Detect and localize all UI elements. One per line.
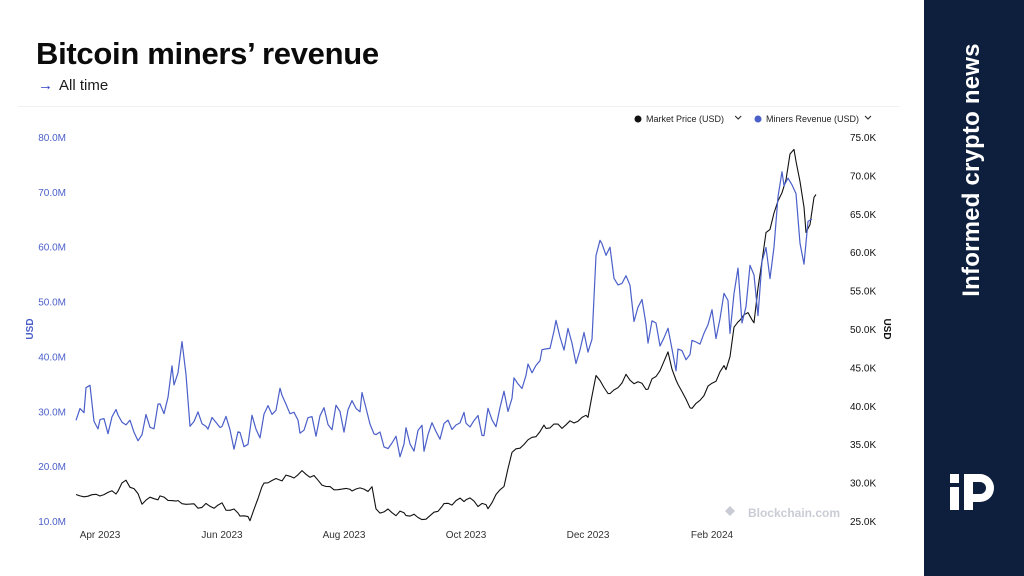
legend-market-price-marker — [634, 115, 642, 123]
side-tagline: Informed crypto news — [958, 43, 985, 297]
y-right-tick-label: 55.0K — [850, 287, 876, 298]
y-left-axis-title: USD — [25, 318, 36, 339]
watermark: Blockchain.com — [748, 506, 840, 520]
y-left-tick-label: 60.0M — [38, 243, 66, 254]
line-chart: 10.0M 20.0M 30.0M 40.0M 50.0M 60.0M 70.0M 80.0M… — [25, 114, 892, 541]
y-right-tick-label: 30.0K — [850, 479, 876, 490]
chevron-down-icon[interactable] — [734, 115, 742, 120]
y-left-tick-label: 40.0M — [38, 352, 66, 363]
y-right-tick-label: 25.0K — [850, 517, 876, 528]
x-tick-label: Dec 2023 — [567, 530, 610, 541]
y-right-tick-label: 70.0K — [850, 171, 876, 182]
y-left-tick-label: 20.0M — [38, 462, 66, 473]
y-left-tick-label: 30.0M — [38, 407, 66, 418]
x-tick-label: Feb 2024 — [691, 530, 734, 541]
legend-miners-revenue-label[interactable]: Miners Revenue (USD) — [766, 114, 859, 124]
y-right-axis-title: USD — [881, 318, 892, 339]
x-tick-label: Jun 2023 — [201, 530, 243, 541]
page-title: Bitcoin miners’ revenue — [36, 36, 379, 71]
time-range-label: All time — [59, 77, 109, 94]
y-right-tick-label: 35.0K — [850, 440, 876, 451]
blockchain-logo-icon — [725, 506, 735, 516]
x-tick-label: Aug 2023 — [323, 530, 366, 541]
y-left-tick-label: 70.0M — [38, 188, 66, 199]
y-right-tick-label: 45.0K — [850, 363, 876, 374]
publisher-logo-icon — [950, 474, 994, 510]
y-right-tick-label: 60.0K — [850, 248, 876, 259]
y-left-tick-label: 80.0M — [38, 133, 66, 144]
y-right-tick-label: 40.0K — [850, 402, 876, 413]
time-range-link[interactable]: → All time — [38, 77, 108, 94]
x-tick-label: Apr 2023 — [80, 530, 121, 541]
y-left-tick-label: 50.0M — [38, 298, 66, 309]
y-right-tick-label: 50.0K — [850, 325, 876, 336]
arrow-right-icon: → — [38, 77, 53, 94]
miners-revenue-line — [75, 171, 813, 458]
y-left-tick-label: 10.0M — [38, 517, 66, 528]
y-right-tick-label: 65.0K — [850, 210, 876, 221]
x-tick-label: Oct 2023 — [446, 530, 487, 541]
y-right-tick-label: 75.0K — [850, 133, 876, 144]
legend-market-price-label[interactable]: Market Price (USD) — [646, 114, 724, 124]
chart-panel: 10.0M 20.0M 30.0M 40.0M 50.0M 60.0M 70.0M 80.0M… — [18, 106, 900, 543]
chevron-down-icon[interactable] — [864, 115, 872, 120]
market-price-line — [75, 148, 817, 522]
legend-miners-revenue-marker — [754, 115, 762, 123]
